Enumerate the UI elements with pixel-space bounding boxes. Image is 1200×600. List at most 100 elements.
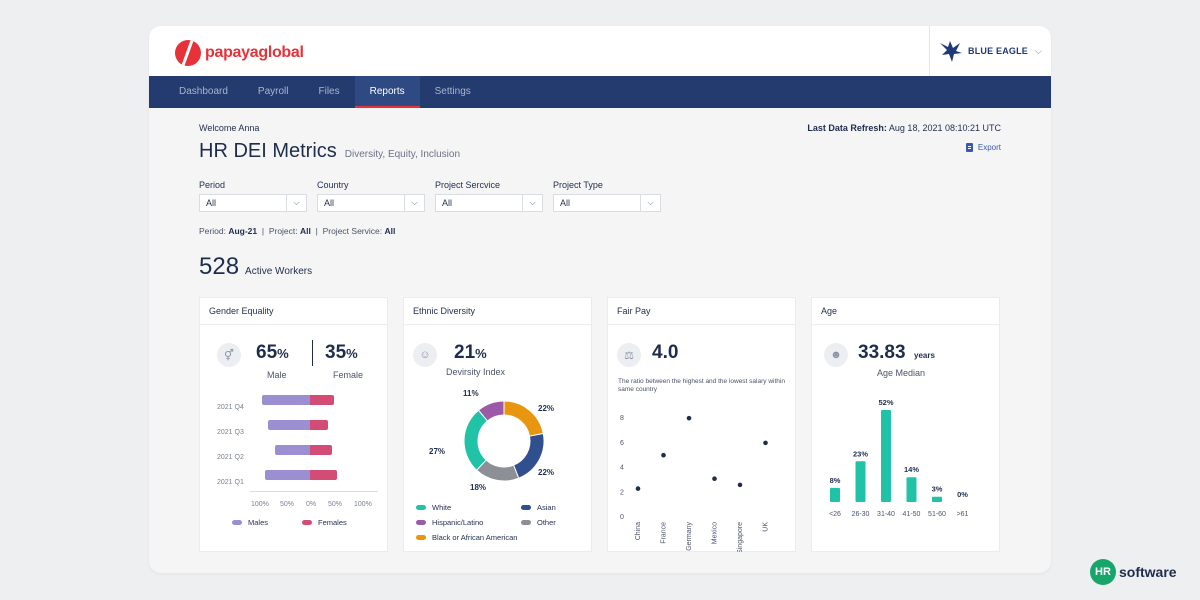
- select-value: All: [442, 198, 453, 208]
- export-button[interactable]: Export: [965, 143, 1001, 152]
- age-card: Age ☻ 33.83 years Age Median 8% <26 23% 26-…: [811, 297, 1000, 552]
- legend-hispanic: Hispanic/Latino: [416, 518, 483, 527]
- ethnic-donut-chart: [463, 400, 545, 482]
- scatter-point: [712, 476, 717, 482]
- active-workers: 528 Active Workers: [199, 253, 312, 281]
- gender-bar-q2: [275, 445, 332, 455]
- papaya-logo-icon: [175, 40, 201, 66]
- nav-files[interactable]: Files: [318, 86, 340, 97]
- nav-dashboard[interactable]: Dashboard: [179, 86, 228, 97]
- nav-reports[interactable]: Reports: [354, 76, 420, 108]
- papaya-logo[interactable]: papayaglobal: [175, 40, 304, 66]
- age-category-label: 26-30: [852, 511, 870, 518]
- age-bar-value: 23%: [853, 449, 868, 458]
- scatter-point: [686, 415, 692, 421]
- age-bar: [855, 461, 866, 502]
- filter-summary: Period: Aug-21 | Project: All | Project …: [199, 226, 395, 236]
- nav-settings[interactable]: Settings: [434, 86, 471, 97]
- age-bar: [932, 496, 942, 502]
- legend-swatch: [521, 520, 531, 525]
- female-label: Female: [333, 370, 364, 380]
- summary-period-label: Period:: [199, 226, 226, 236]
- project-service-select[interactable]: All ⌵: [435, 194, 543, 212]
- legend-swatch: [232, 520, 242, 525]
- male-bar: [262, 395, 310, 405]
- scatter-point: [763, 440, 768, 446]
- gender-bar-q1: [265, 470, 337, 480]
- card-title: Gender Equality: [200, 298, 387, 325]
- fair-pay-note: The ratio between the highest and the lo…: [618, 378, 785, 394]
- chevron-down-icon: ⌵: [286, 195, 306, 211]
- legend-swatch: [416, 505, 426, 510]
- row-label: 2021 Q3: [217, 429, 244, 436]
- chevron-down-icon: ⌵: [404, 195, 424, 211]
- filter-label: Period: [199, 180, 226, 190]
- logo-text: papayaglobal: [205, 44, 304, 61]
- female-bar: [310, 395, 334, 405]
- axis-tick: 50%: [280, 501, 295, 508]
- age-bar-value: 3%: [932, 485, 943, 494]
- legend-females: Females: [302, 518, 347, 527]
- project-type-select[interactable]: All ⌵: [553, 194, 661, 212]
- male-stat: 65%: [256, 342, 289, 364]
- age-category-label: <26: [829, 511, 841, 518]
- workers-label: Active Workers: [245, 266, 313, 277]
- export-label: Export: [977, 143, 1001, 152]
- filter-label: Country: [317, 180, 349, 190]
- ethnic-diversity-card: Ethnic Diversity ☺ 21% Devirsity Index 2…: [403, 297, 592, 552]
- x-tick-label: China: [635, 522, 642, 540]
- legend-label: Other: [537, 518, 556, 527]
- filter-country: Country All ⌵: [317, 180, 425, 212]
- chevron-down-icon: ⌵: [522, 195, 542, 211]
- female-bar: [310, 445, 332, 455]
- diversity-value: 21: [454, 342, 476, 363]
- select-value: All: [560, 198, 571, 208]
- summary-project-label: Project:: [268, 226, 298, 236]
- legend-label: Females: [318, 518, 347, 527]
- gender-bar-q3: [268, 420, 328, 430]
- male-label: Male: [267, 370, 287, 380]
- age-category-label: >61: [957, 511, 969, 518]
- row-label: 2021 Q1: [217, 479, 244, 486]
- chevron-down-icon: ⌵: [640, 195, 660, 211]
- legend-label: Males: [248, 518, 269, 527]
- gender-bar-q4: [262, 395, 334, 405]
- nav-payroll[interactable]: Payroll: [257, 86, 289, 97]
- pct-unit: %: [475, 346, 487, 361]
- legend-white: White: [416, 503, 451, 512]
- chevron-down-icon: ⌵: [1035, 45, 1042, 56]
- female-pct: 35: [325, 342, 347, 363]
- scatter-point: [635, 486, 641, 491]
- card-title: Fair Pay: [608, 298, 795, 325]
- age-value: 33.83: [858, 342, 906, 363]
- separator: |: [315, 226, 318, 236]
- filter-project-service: Project Sercvice All ⌵: [435, 180, 543, 212]
- legend-label: Hispanic/Latino: [432, 518, 484, 527]
- diversity-stat: 21%: [454, 342, 487, 364]
- family-icon: ☻: [824, 343, 848, 367]
- slice-label: 22%: [538, 404, 555, 413]
- filter-label: Project Type: [553, 180, 603, 190]
- male-bar: [265, 470, 310, 480]
- top-bar: papayaglobal BLUE EAGLE ⌵: [149, 26, 1051, 76]
- last-refresh: Last Data Refresh: Aug 18, 2021 08:10:21…: [807, 123, 1001, 133]
- slice-label: 27%: [429, 447, 446, 456]
- period-select[interactable]: All ⌵: [199, 194, 307, 212]
- female-bar: [310, 470, 337, 480]
- age-bar-value: 14%: [904, 465, 919, 474]
- slice-label: 18%: [470, 483, 487, 492]
- age-bar: [881, 410, 891, 502]
- female-stat: 35%: [325, 342, 358, 364]
- welcome-text: Welcome Anna: [199, 123, 260, 133]
- legend-label: Asian: [537, 503, 556, 512]
- fair-pay-value: 4.0: [652, 342, 679, 363]
- company-switcher[interactable]: BLUE EAGLE ⌵: [929, 26, 1051, 76]
- document-icon: [965, 143, 973, 152]
- axis-tick: 50%: [328, 501, 343, 508]
- hr-software-watermark: HR software: [1090, 559, 1177, 585]
- filter-project-type: Project Type All ⌵: [553, 180, 661, 212]
- scale-icon: ⚖: [617, 343, 641, 367]
- donut-slice: [477, 400, 505, 422]
- hr-logo-icon: HR: [1090, 559, 1116, 585]
- country-select[interactable]: All ⌵: [317, 194, 425, 212]
